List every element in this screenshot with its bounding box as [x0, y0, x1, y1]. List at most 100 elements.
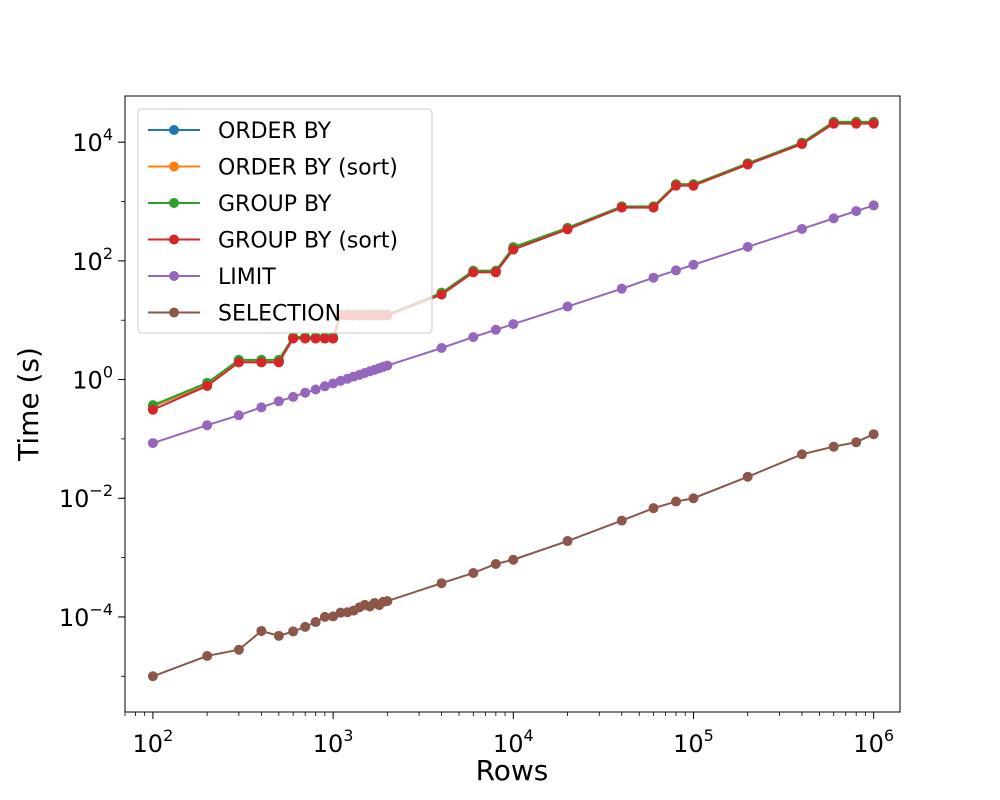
legend-marker: [169, 307, 179, 318]
data-point: [648, 503, 659, 514]
data-point: [382, 360, 393, 371]
legend-marker: [169, 198, 179, 208]
data-point: [147, 671, 158, 682]
y-tick-label: 104: [72, 125, 113, 157]
data-point: [508, 319, 519, 330]
series-selection: [147, 429, 879, 682]
data-point: [328, 333, 339, 344]
legend-marker: [169, 161, 179, 172]
data-point: [147, 404, 158, 415]
legend-item: GROUP BY (sort): [148, 229, 398, 254]
x-tick-label: 103: [313, 726, 354, 758]
data-point: [688, 259, 699, 270]
data-point: [310, 333, 321, 344]
y-tick-label: 10−2: [59, 481, 113, 513]
legend-item: ORDER BY: [148, 119, 332, 144]
data-point: [828, 118, 839, 129]
data-point: [233, 357, 244, 368]
legend-marker: [169, 125, 179, 135]
data-point: [147, 438, 158, 449]
data-point: [796, 449, 807, 460]
x-axis-ticks: 102 103 104 105 106: [124, 712, 894, 758]
data-point: [562, 536, 573, 547]
data-point: [616, 515, 627, 526]
data-point: [319, 381, 330, 392]
legend-label: LIMIT: [218, 265, 276, 290]
data-point: [490, 324, 501, 335]
legend-label: ORDER BY (sort): [218, 156, 398, 181]
data-point: [436, 289, 447, 300]
data-point: [851, 206, 862, 217]
data-point: [202, 420, 213, 431]
legend-box: [137, 108, 433, 334]
data-point: [851, 118, 862, 129]
data-point: [256, 402, 267, 413]
data-point: [562, 301, 573, 312]
legend-label: GROUP BY (sort): [218, 229, 398, 254]
data-point: [742, 241, 753, 252]
x-tick-label: 105: [673, 726, 714, 758]
data-point: [436, 343, 447, 354]
y-tick-label: 10−4: [59, 600, 113, 632]
data-point: [202, 650, 213, 661]
data-point: [562, 224, 573, 235]
data-point: [328, 611, 339, 622]
legend-label: ORDER BY: [218, 119, 332, 144]
data-point: [288, 626, 299, 637]
data-point: [300, 621, 311, 632]
data-point: [671, 496, 682, 507]
data-point: [256, 357, 267, 368]
legend-item: ORDER BY (sort): [148, 156, 398, 181]
series-limit: [147, 200, 879, 449]
data-point: [671, 265, 682, 276]
legend: ORDER BY ORDER BY (sort) GROUP BY GROUP BY …: [137, 108, 433, 334]
data-point: [436, 578, 447, 589]
data-point: [742, 471, 753, 482]
data-point: [616, 283, 627, 294]
data-point: [468, 267, 479, 278]
x-tick-label: 104: [493, 726, 534, 758]
x-tick-label: 102: [133, 726, 174, 758]
legend-marker: [169, 271, 179, 281]
data-point: [273, 357, 284, 368]
data-point: [468, 567, 479, 578]
data-point: [508, 244, 519, 255]
data-point: [300, 387, 311, 398]
legend-item: GROUP BY: [148, 192, 332, 217]
data-point: [828, 441, 839, 452]
data-point: [868, 429, 879, 440]
data-point: [868, 118, 879, 129]
data-point: [796, 223, 807, 234]
data-point: [468, 332, 479, 343]
data-point: [319, 333, 330, 344]
data-point: [828, 213, 839, 224]
x-tick-label: 106: [853, 726, 894, 758]
y-tick-label: 100: [72, 363, 113, 395]
legend-label: GROUP BY: [218, 192, 332, 217]
data-point: [671, 180, 682, 191]
data-point: [202, 380, 213, 391]
data-point: [273, 396, 284, 407]
data-point: [688, 180, 699, 191]
data-point: [851, 437, 862, 448]
data-point: [868, 200, 879, 211]
y-tick-label: 102: [72, 244, 113, 276]
data-point: [490, 267, 501, 278]
data-point: [288, 391, 299, 402]
y-axis-ticks: 10−4 10−2 100 102 104: [59, 125, 125, 677]
y-axis-label: Time (s): [12, 347, 45, 462]
data-point: [300, 333, 311, 344]
legend-item: SELECTION: [148, 302, 341, 327]
data-point: [382, 596, 393, 607]
data-point: [319, 611, 330, 622]
data-point: [616, 202, 627, 213]
data-point: [508, 554, 519, 565]
data-point: [233, 644, 244, 655]
legend-label: SELECTION: [218, 302, 341, 327]
data-point: [310, 617, 321, 628]
legend-marker: [169, 234, 179, 245]
data-point: [310, 384, 321, 395]
data-point: [273, 630, 284, 641]
data-point: [233, 410, 244, 421]
